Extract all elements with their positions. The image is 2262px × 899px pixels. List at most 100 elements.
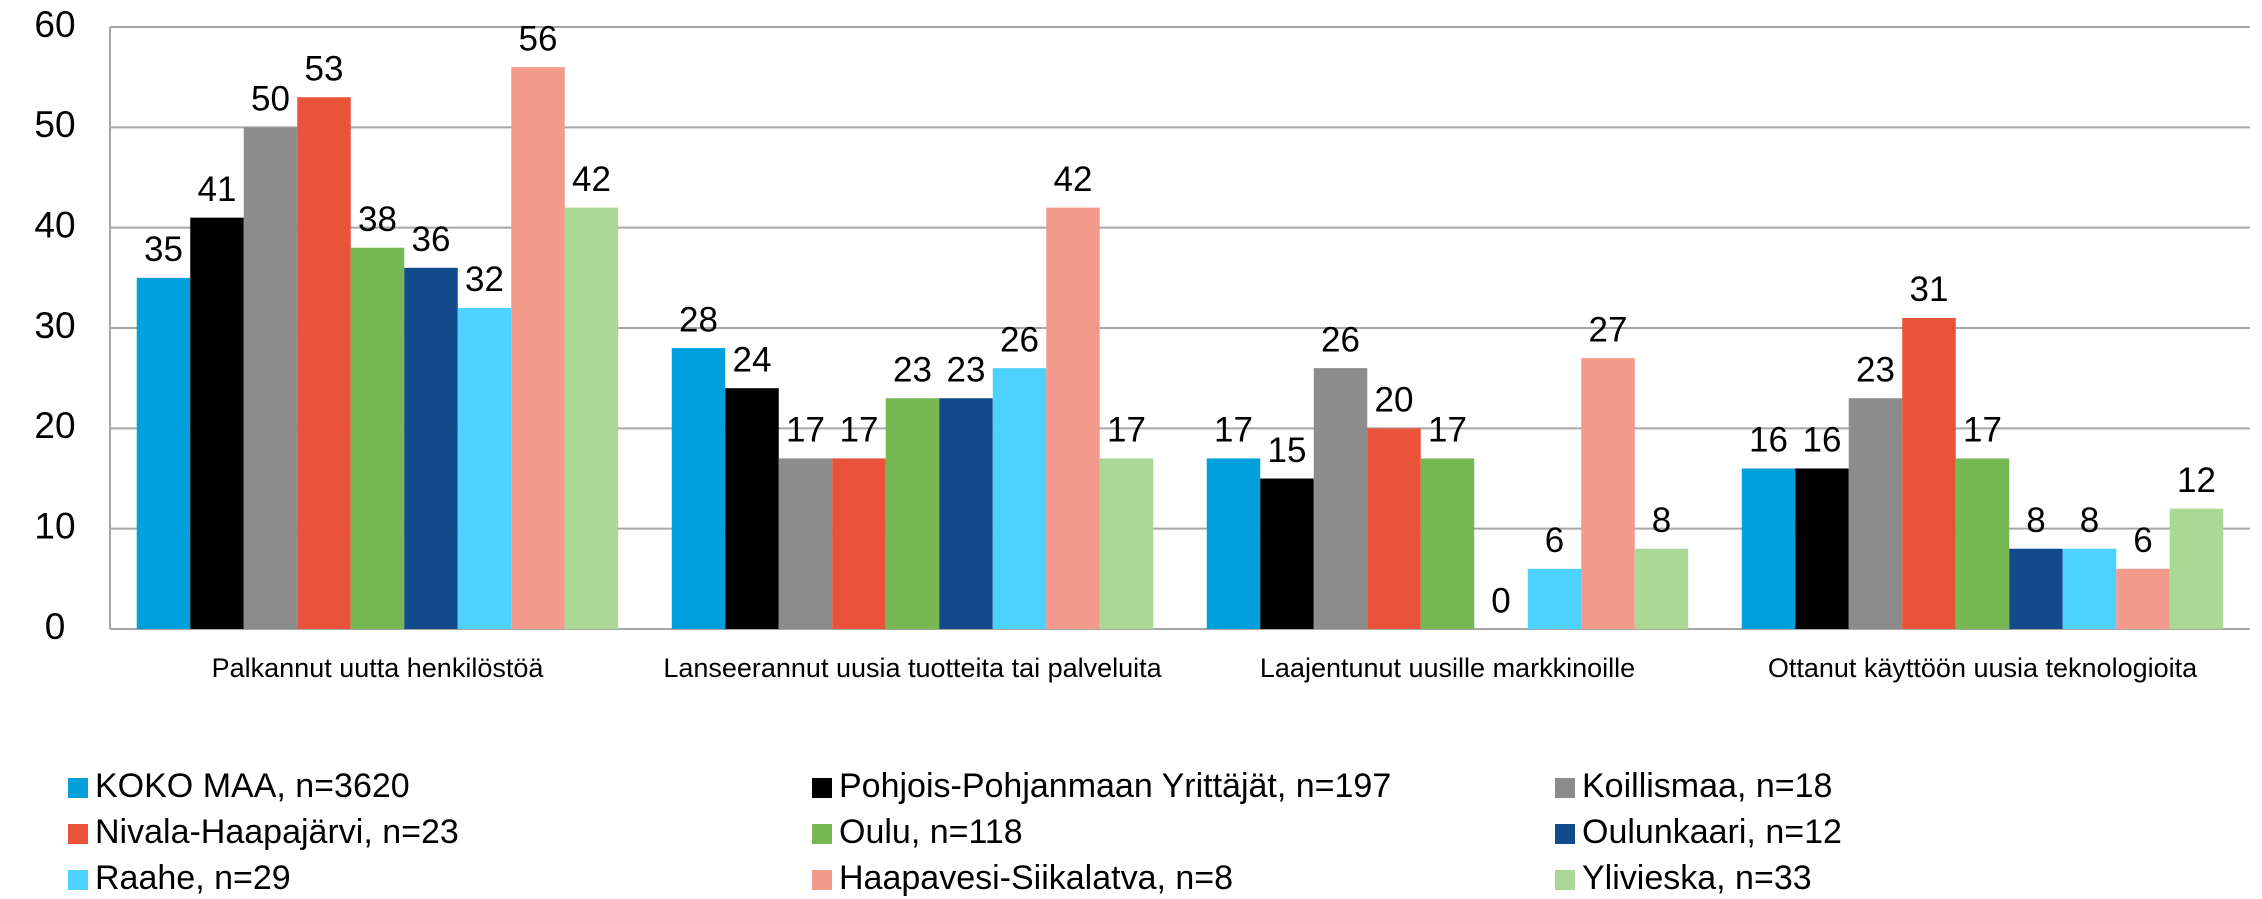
data-label: 8 <box>2026 501 2045 540</box>
bar <box>2116 568 2170 629</box>
bar <box>725 388 779 629</box>
bar <box>1260 478 1314 629</box>
data-label: 6 <box>1545 521 1564 560</box>
x-tick-label: Laajentunut uusille markkinoille <box>1259 653 1636 683</box>
data-label: 28 <box>679 300 718 339</box>
y-tick-label: 0 <box>45 606 66 647</box>
legend-swatch <box>812 778 832 798</box>
data-label: 23 <box>1856 350 1895 389</box>
data-label: 35 <box>144 230 183 269</box>
data-label: 15 <box>1268 431 1307 470</box>
data-label: 53 <box>305 49 344 88</box>
bar <box>939 398 993 629</box>
legend-swatch <box>812 824 832 844</box>
bar <box>511 67 565 630</box>
data-label: 8 <box>1652 501 1671 540</box>
data-label: 8 <box>2080 501 2099 540</box>
data-label: 23 <box>893 350 932 389</box>
bar <box>885 398 940 629</box>
bar <box>243 127 298 629</box>
bar <box>2009 548 2063 629</box>
data-label: 16 <box>1803 421 1842 460</box>
bar <box>564 207 619 629</box>
data-label: 26 <box>1321 320 1360 359</box>
bar <box>1367 428 1421 629</box>
data-label: 32 <box>465 260 504 299</box>
bar <box>1848 398 1903 629</box>
bar <box>1741 468 1796 629</box>
x-tick-label: Lanseerannut uusia tuotteita tai palvelu… <box>663 653 1162 683</box>
data-label: 31 <box>1910 270 1949 309</box>
bar <box>1046 207 1100 629</box>
bar <box>190 217 244 629</box>
y-tick-label: 30 <box>34 305 75 346</box>
y-tick-label: 60 <box>34 4 75 45</box>
bar <box>457 307 512 629</box>
legend-label: Raahe, n=29 <box>95 859 291 897</box>
data-label: 16 <box>1749 421 1788 460</box>
data-label: 36 <box>412 220 451 259</box>
bar <box>1634 548 1689 629</box>
data-label: 42 <box>572 160 611 199</box>
y-tick-label: 50 <box>34 104 75 145</box>
data-label: 20 <box>1375 381 1414 420</box>
data-label: 56 <box>519 19 558 58</box>
legend-swatch <box>1555 824 1575 844</box>
y-tick-label: 10 <box>34 505 75 546</box>
legend-label: Oulunkaari, n=12 <box>1582 813 1842 851</box>
legend-swatch <box>812 870 832 890</box>
bar <box>2169 508 2224 629</box>
data-label: 23 <box>947 350 986 389</box>
data-label: 41 <box>198 170 237 209</box>
bar <box>778 458 833 629</box>
data-label: 12 <box>2177 461 2216 500</box>
bar <box>404 267 458 629</box>
bar <box>832 458 886 629</box>
data-label: 17 <box>786 411 825 450</box>
bar <box>1902 317 1956 629</box>
legend-label: Haapavesi-Siikalatva, n=8 <box>839 859 1233 897</box>
bar <box>297 97 351 629</box>
data-label: 17 <box>1214 411 1253 450</box>
data-label: 50 <box>251 80 290 119</box>
data-label: 17 <box>1428 411 1467 450</box>
data-label: 27 <box>1589 310 1628 349</box>
legend-swatch <box>68 824 88 844</box>
bar <box>1795 468 1849 629</box>
data-label: 26 <box>1000 320 1039 359</box>
bar <box>1099 458 1154 629</box>
legend-label: Pohjois-Pohjanmaan Yrittäjät, n=197 <box>839 767 1391 805</box>
bar <box>1581 358 1635 629</box>
bar <box>2062 548 2117 629</box>
data-label: 17 <box>1963 411 2002 450</box>
bar <box>1313 368 1368 629</box>
data-label: 6 <box>2133 521 2152 560</box>
legend-label: Ylivieska, n=33 <box>1582 859 1812 897</box>
bar <box>1527 568 1582 629</box>
data-label: 17 <box>840 411 879 450</box>
legend-label: KOKO MAA, n=3620 <box>95 767 410 805</box>
bar <box>1206 458 1261 629</box>
legend-label: Oulu, n=118 <box>839 813 1023 851</box>
legend-label: Koillismaa, n=18 <box>1582 767 1832 805</box>
data-label: 17 <box>1107 411 1146 450</box>
bar <box>350 247 405 629</box>
bar <box>136 277 191 629</box>
x-tick-label: Palkannut uutta henkilöstöä <box>211 653 544 683</box>
legend-swatch <box>1555 778 1575 798</box>
bar <box>992 368 1047 629</box>
legend-swatch <box>1555 870 1575 890</box>
data-label: 42 <box>1054 160 1093 199</box>
data-label: 0 <box>1491 581 1510 620</box>
bar <box>1955 458 2010 629</box>
data-label: 38 <box>358 200 397 239</box>
bar <box>1420 458 1475 629</box>
legend-swatch <box>68 778 88 798</box>
y-tick-label: 40 <box>34 204 75 245</box>
x-tick-label: Ottanut käyttöön uusia teknologioita <box>1767 653 2198 683</box>
legend-swatch <box>68 870 88 890</box>
bar <box>671 348 726 629</box>
data-label: 24 <box>733 340 772 379</box>
